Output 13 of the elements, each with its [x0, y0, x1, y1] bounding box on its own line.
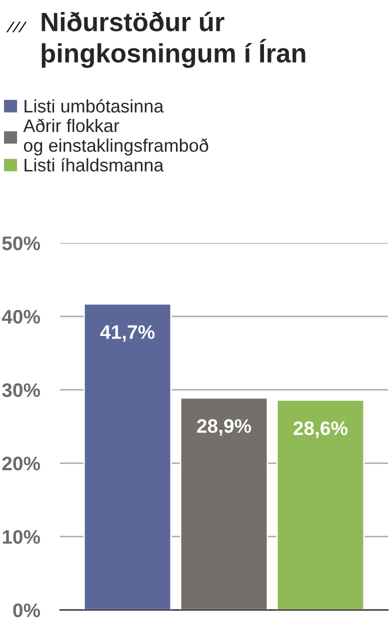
legend-label: Aðrir flokkar og einstaklingsframboð [23, 118, 208, 156]
y-tick-label: 50% [2, 236, 40, 250]
legend-label: Listi umbótasinna [24, 99, 164, 113]
y-tick-label: 40% [2, 310, 40, 324]
y-tick-label: 0% [13, 603, 40, 618]
y-tick-label: 10% [2, 530, 40, 544]
y-tick-label: 30% [2, 383, 40, 398]
data-label: 41,7% [100, 325, 155, 342]
data-label: 28,6% [294, 421, 348, 438]
y-tick-label: 20% [2, 456, 40, 470]
data-label: 28,9% [197, 419, 252, 436]
legend-label: Listi íhaldsmanna [24, 158, 164, 172]
chart-title: Niðurstöður úr þingkosningum í Íran [42, 12, 306, 68]
